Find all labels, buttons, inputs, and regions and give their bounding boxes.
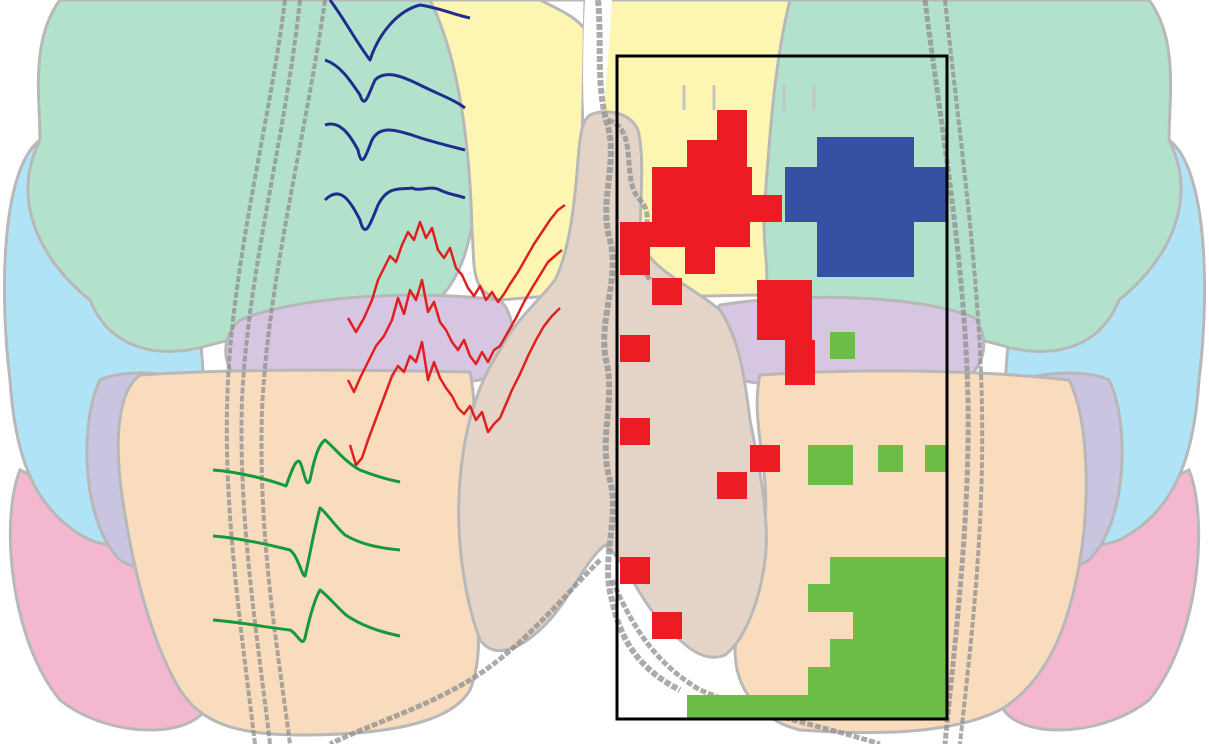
green-cell: [808, 667, 947, 695]
rope-bottom-1: [328, 558, 602, 744]
rope-strands: [224, 0, 985, 744]
green-cell: [808, 584, 947, 612]
red-cell: [652, 167, 752, 197]
region-peach-left: [116, 368, 481, 737]
blue-cell: [785, 167, 947, 222]
green-cell: [830, 557, 947, 584]
grid-cells: [620, 110, 947, 719]
red-cell: [757, 280, 812, 310]
green-cell: [853, 612, 947, 639]
rope-left-3: [259, 0, 327, 744]
red-cell: [687, 140, 747, 170]
red-cell: [750, 445, 780, 472]
blue-trace: [328, 0, 471, 62]
blue-waveforms: [323, 0, 471, 231]
blue-trace: [324, 122, 466, 162]
red-cell: [757, 310, 812, 340]
selection-box: [615, 54, 949, 721]
red-trace: [346, 249, 563, 394]
blue-trace: [323, 186, 466, 231]
green-cell: [830, 332, 855, 359]
green-cell: [808, 445, 853, 485]
green-cell: [687, 695, 947, 719]
red-cell: [785, 340, 815, 385]
rope-mid-1: [595, 0, 682, 693]
red-waveforms: [346, 203, 566, 467]
tick-marks: [682, 85, 816, 110]
green-trace: [212, 438, 401, 488]
rope-left-1: [224, 0, 287, 744]
red-cell: [620, 557, 650, 584]
red-cell: [620, 335, 650, 362]
green-cell: [925, 445, 947, 472]
blue-cell: [817, 222, 914, 277]
rope-right-1: [922, 0, 971, 744]
rope-right-2: [943, 0, 985, 744]
blue-trace: [324, 58, 466, 110]
red-cell: [717, 110, 747, 140]
red-cell: [620, 247, 650, 275]
red-cell: [685, 247, 715, 274]
red-trace: [346, 203, 566, 334]
red-trace: [348, 307, 561, 467]
red-cell: [652, 612, 682, 639]
red-cell: [717, 472, 747, 499]
green-waveforms: [212, 438, 401, 644]
green-trace: [212, 506, 401, 578]
red-cell: [652, 278, 682, 305]
rope-bottom-2: [609, 578, 881, 744]
rope-left-2: [239, 0, 302, 744]
red-cell: [620, 418, 650, 445]
green-cell: [830, 639, 947, 667]
blue-cell: [817, 137, 914, 167]
green-cell: [878, 445, 903, 472]
green-trace: [212, 588, 401, 644]
red-cell: [620, 222, 750, 247]
red-cell: [652, 195, 782, 222]
